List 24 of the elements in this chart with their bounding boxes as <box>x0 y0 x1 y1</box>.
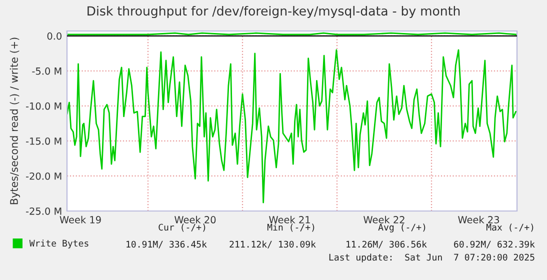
y-tick-label: -20.0 M <box>26 172 62 180</box>
text: Avg (-/+) <box>378 224 426 232</box>
line-series <box>67 49 517 204</box>
legend-label: Write Bytes <box>29 240 88 248</box>
y-tick-label: -15.0 M <box>26 137 62 145</box>
x-tick-label: Week 19 <box>60 216 101 224</box>
y-tick-label: -5.0 M <box>32 67 62 75</box>
y-tick-label: -10.0 M <box>26 102 62 110</box>
text: Min (-/+) <box>267 224 314 232</box>
chart-title: Disk throughput for /dev/foreign-key/mysql-data - by month <box>88 6 460 18</box>
text: Last update: Sat Jun 7 07:20:00 2025 <box>329 254 534 262</box>
text: 211.12k/ 130.09k <box>230 240 316 248</box>
y-tick-label: -25.0 M <box>26 207 62 215</box>
x-tick-label: Week 20 <box>174 216 216 224</box>
text: 10.91M/ 336.45k <box>126 240 207 248</box>
text: Cur (-/+) <box>158 224 206 232</box>
y-tick-label: 0.0 <box>47 32 62 40</box>
text: 11.26M/ 306.56k <box>346 240 427 248</box>
x-tick-label: Week 21 <box>269 216 310 224</box>
text: 60.92M/ 632.39k <box>454 240 535 248</box>
y-axis-title: Bytes/second read (-) / write (+) <box>10 38 20 204</box>
text: Max (-/+) <box>486 224 534 232</box>
x-tick-label: Week 23 <box>458 216 500 224</box>
x-tick-label: Week 22 <box>364 216 404 224</box>
